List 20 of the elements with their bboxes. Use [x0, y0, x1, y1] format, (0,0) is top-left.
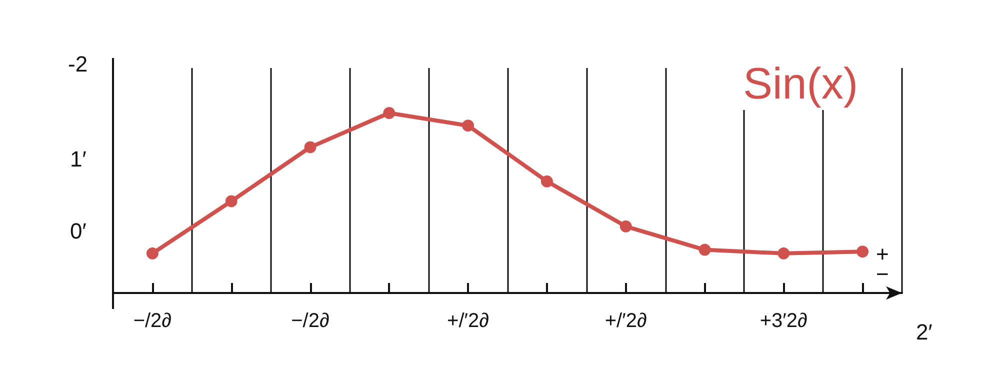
point: [698, 244, 711, 256]
point: [146, 247, 158, 260]
point: [225, 195, 238, 208]
x-tick-label: −/2∂: [291, 310, 330, 332]
point: [778, 247, 790, 260]
y-axis-title: -2: [68, 52, 88, 76]
x-tick-label: −/2∂: [133, 310, 172, 332]
x-tick-label: +/′2∂: [604, 310, 647, 332]
point: [304, 141, 316, 154]
point: [540, 175, 553, 188]
point: [856, 246, 869, 258]
x-tick-label: +3′2∂: [760, 310, 808, 332]
point: [383, 107, 396, 119]
point: [462, 120, 474, 132]
text: 1′: [70, 146, 86, 172]
x-axis-title: 2′: [916, 320, 932, 344]
point: [620, 220, 632, 232]
text: 0′: [70, 218, 86, 244]
x-tick-label: +/′2∂: [447, 310, 490, 332]
chart-title: Sin(x): [743, 60, 858, 108]
